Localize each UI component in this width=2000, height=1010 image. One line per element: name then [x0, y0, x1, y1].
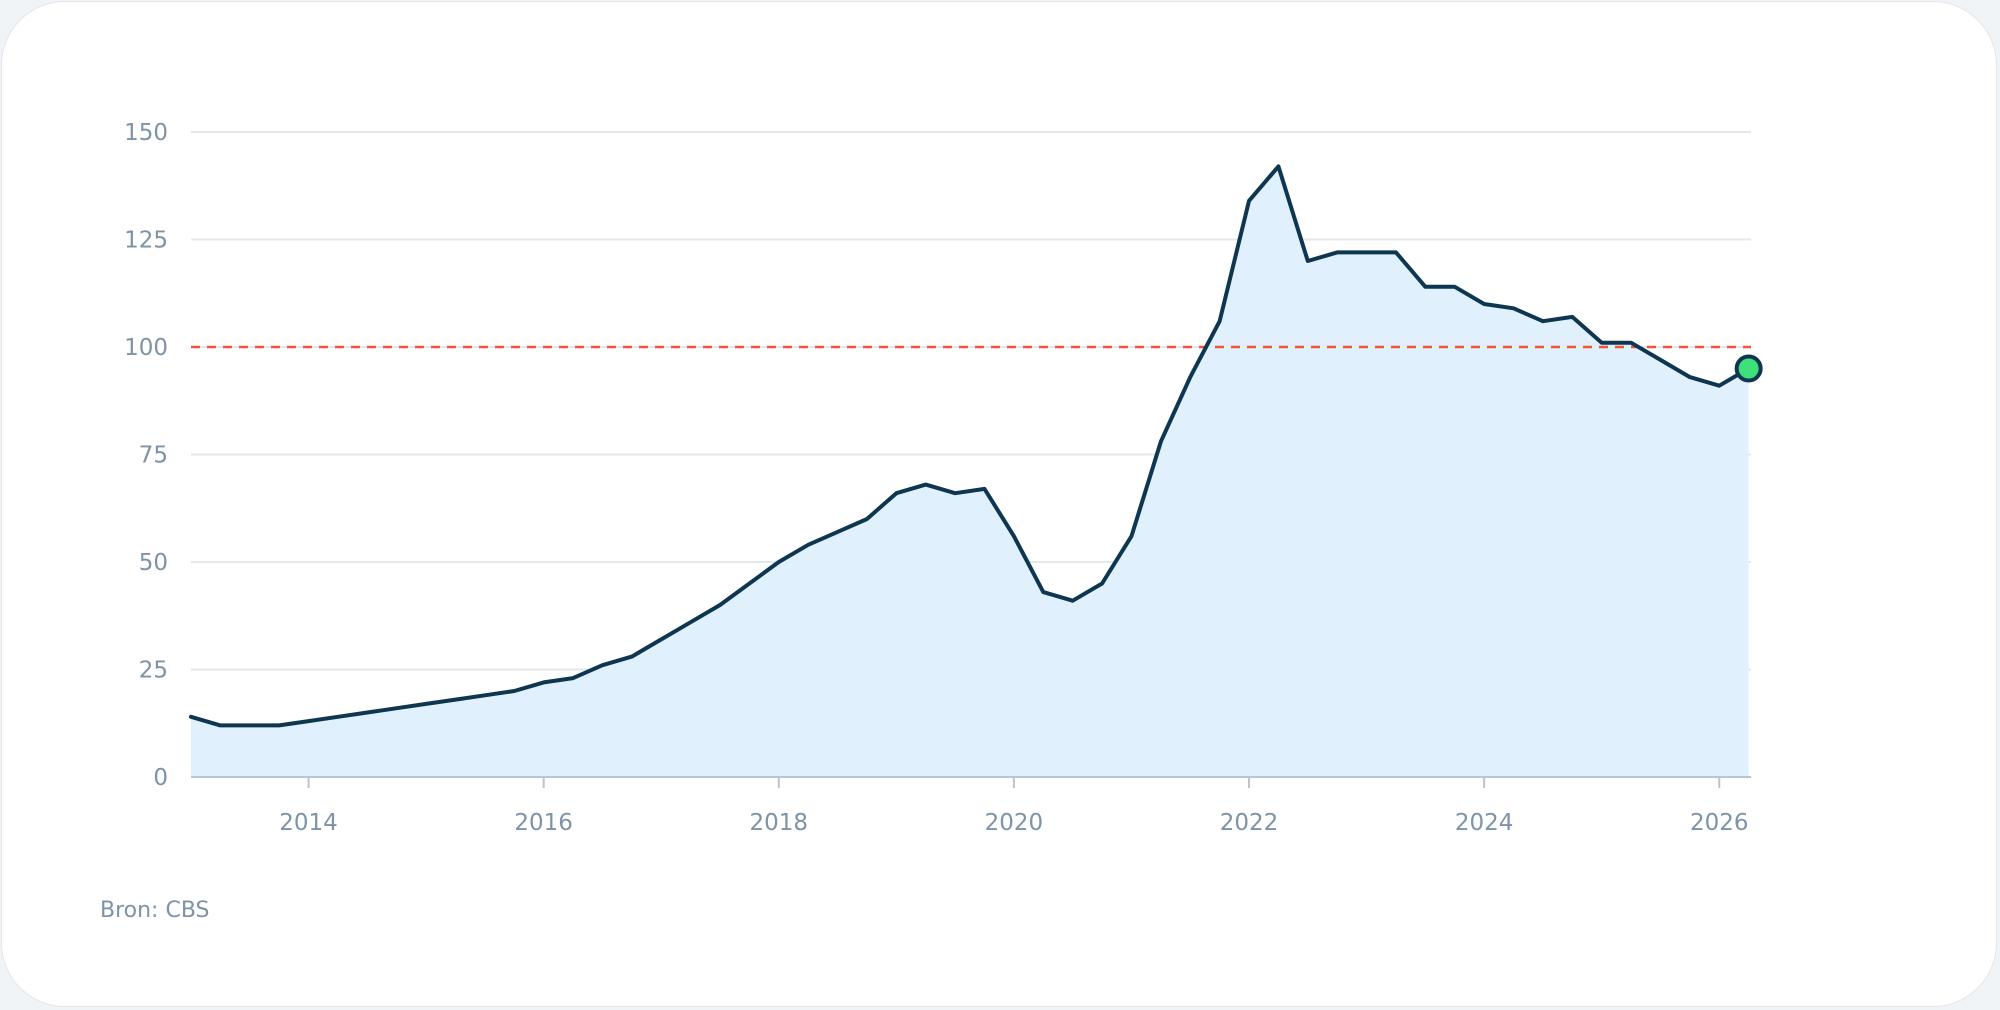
x-tick-label-2024: 2024: [1455, 810, 1514, 836]
y-tick-label-150: 150: [124, 120, 168, 146]
series-area-fill: [191, 166, 1749, 777]
x-tick-label-2016: 2016: [514, 810, 573, 836]
y-tick-label-50: 50: [139, 550, 168, 576]
y-tick-label-25: 25: [139, 658, 168, 684]
source-note: Bron: CBS: [100, 898, 210, 923]
x-tick-label-2026: 2026: [1690, 810, 1749, 836]
y-tick-label-125: 125: [124, 228, 168, 254]
latest-value-marker: [1734, 354, 1763, 383]
y-tick-label-100: 100: [124, 335, 168, 361]
x-tick-label-2014: 2014: [279, 810, 338, 836]
series-line: [189, 164, 1751, 728]
y-tick-label-0: 0: [153, 765, 168, 791]
y-tick-label-75: 75: [139, 443, 168, 469]
x-tick-label-2020: 2020: [985, 810, 1044, 836]
x-tick-label-2022: 2022: [1220, 810, 1279, 836]
x-tick-label-2018: 2018: [750, 810, 809, 836]
